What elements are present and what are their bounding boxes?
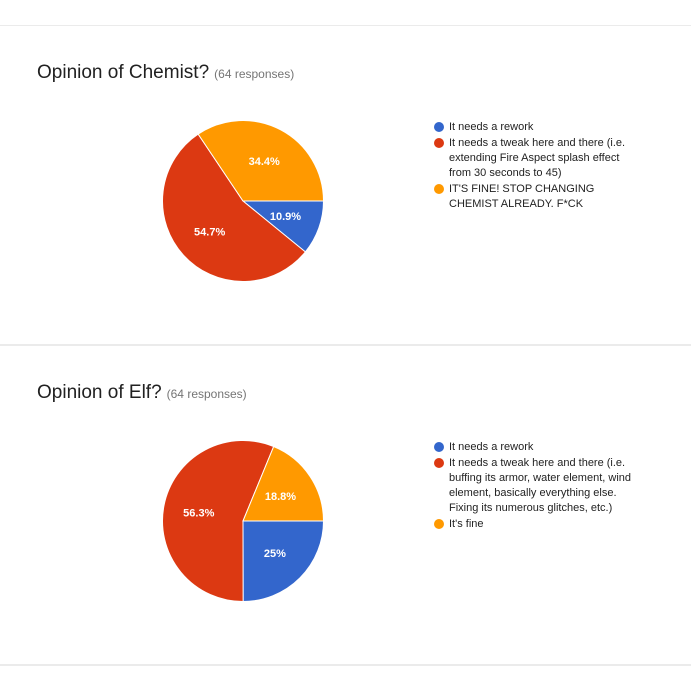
legend-item: It's fine <box>434 517 644 532</box>
legend-label: It needs a tweak here and there (i.e. ex… <box>449 137 626 179</box>
pie-chart: 10.9% 54.7% 34.4% <box>162 120 325 282</box>
response-count: (64 responses) <box>214 67 295 81</box>
legend-color-swatch <box>434 458 444 468</box>
pie-slice-it-needs-a-tweak-here-and-ther <box>162 440 275 603</box>
legend-label: IT'S FINE! STOP CHANGING CHEMIST ALREADY… <box>449 183 595 210</box>
legend-item: It needs a rework <box>434 120 644 135</box>
question-card-elf: Opinion of Elf? (64 responses) 25% 56.3% 18… <box>0 346 691 664</box>
slice-value-label: 54.7% <box>194 226 225 238</box>
chart-legend: It needs a rework It needs a tweak here a… <box>434 440 644 533</box>
slice-value-label: 10.9% <box>270 211 301 223</box>
legend-color-swatch <box>434 184 444 194</box>
legend-item: It needs a rework <box>434 440 644 455</box>
question-title: Opinion of Chemist? (64 responses) <box>37 62 294 84</box>
question-title-text: Opinion of Elf? <box>37 382 162 403</box>
response-count: (64 responses) <box>166 387 247 401</box>
legend-label: It needs a rework <box>449 441 534 453</box>
legend-item: IT'S FINE! STOP CHANGING CHEMIST ALREADY… <box>434 182 644 212</box>
legend-color-swatch <box>434 519 444 529</box>
legend-item: It needs a tweak here and there (i.e. bu… <box>434 456 644 516</box>
question-title-text: Opinion of Chemist? <box>37 62 210 83</box>
pie-slice-it-s-fine-stop-changing-chemis <box>197 120 325 202</box>
legend-label: It needs a rework <box>449 121 534 133</box>
next-card <box>0 666 691 694</box>
legend-color-swatch <box>434 122 444 132</box>
pie-slice-it-s-fine <box>242 445 325 522</box>
pie-slice-it-needs-a-tweak-here-and-ther <box>162 133 307 282</box>
legend-label: It's fine <box>449 518 484 530</box>
question-title: Opinion of Elf? (64 responses) <box>37 382 247 404</box>
chart-legend: It needs a rework It needs a tweak here a… <box>434 120 644 213</box>
legend-label: It needs a tweak here and there (i.e. bu… <box>449 457 631 514</box>
legend-item: It needs a tweak here and there (i.e. ex… <box>434 136 644 181</box>
slice-value-label: 25% <box>264 548 286 560</box>
pie-chart: 25% 56.3% 18.8% <box>162 440 325 603</box>
slice-value-label: 56.3% <box>183 507 214 519</box>
legend-color-swatch <box>434 442 444 452</box>
previous-card <box>0 0 691 25</box>
pie-slice-it-needs-a-rework <box>242 520 325 603</box>
question-card-chemist: Opinion of Chemist? (64 responses) 10.9% 5… <box>0 26 691 344</box>
slice-value-label: 18.8% <box>265 491 296 503</box>
legend-color-swatch <box>434 138 444 148</box>
slice-value-label: 34.4% <box>249 156 280 168</box>
